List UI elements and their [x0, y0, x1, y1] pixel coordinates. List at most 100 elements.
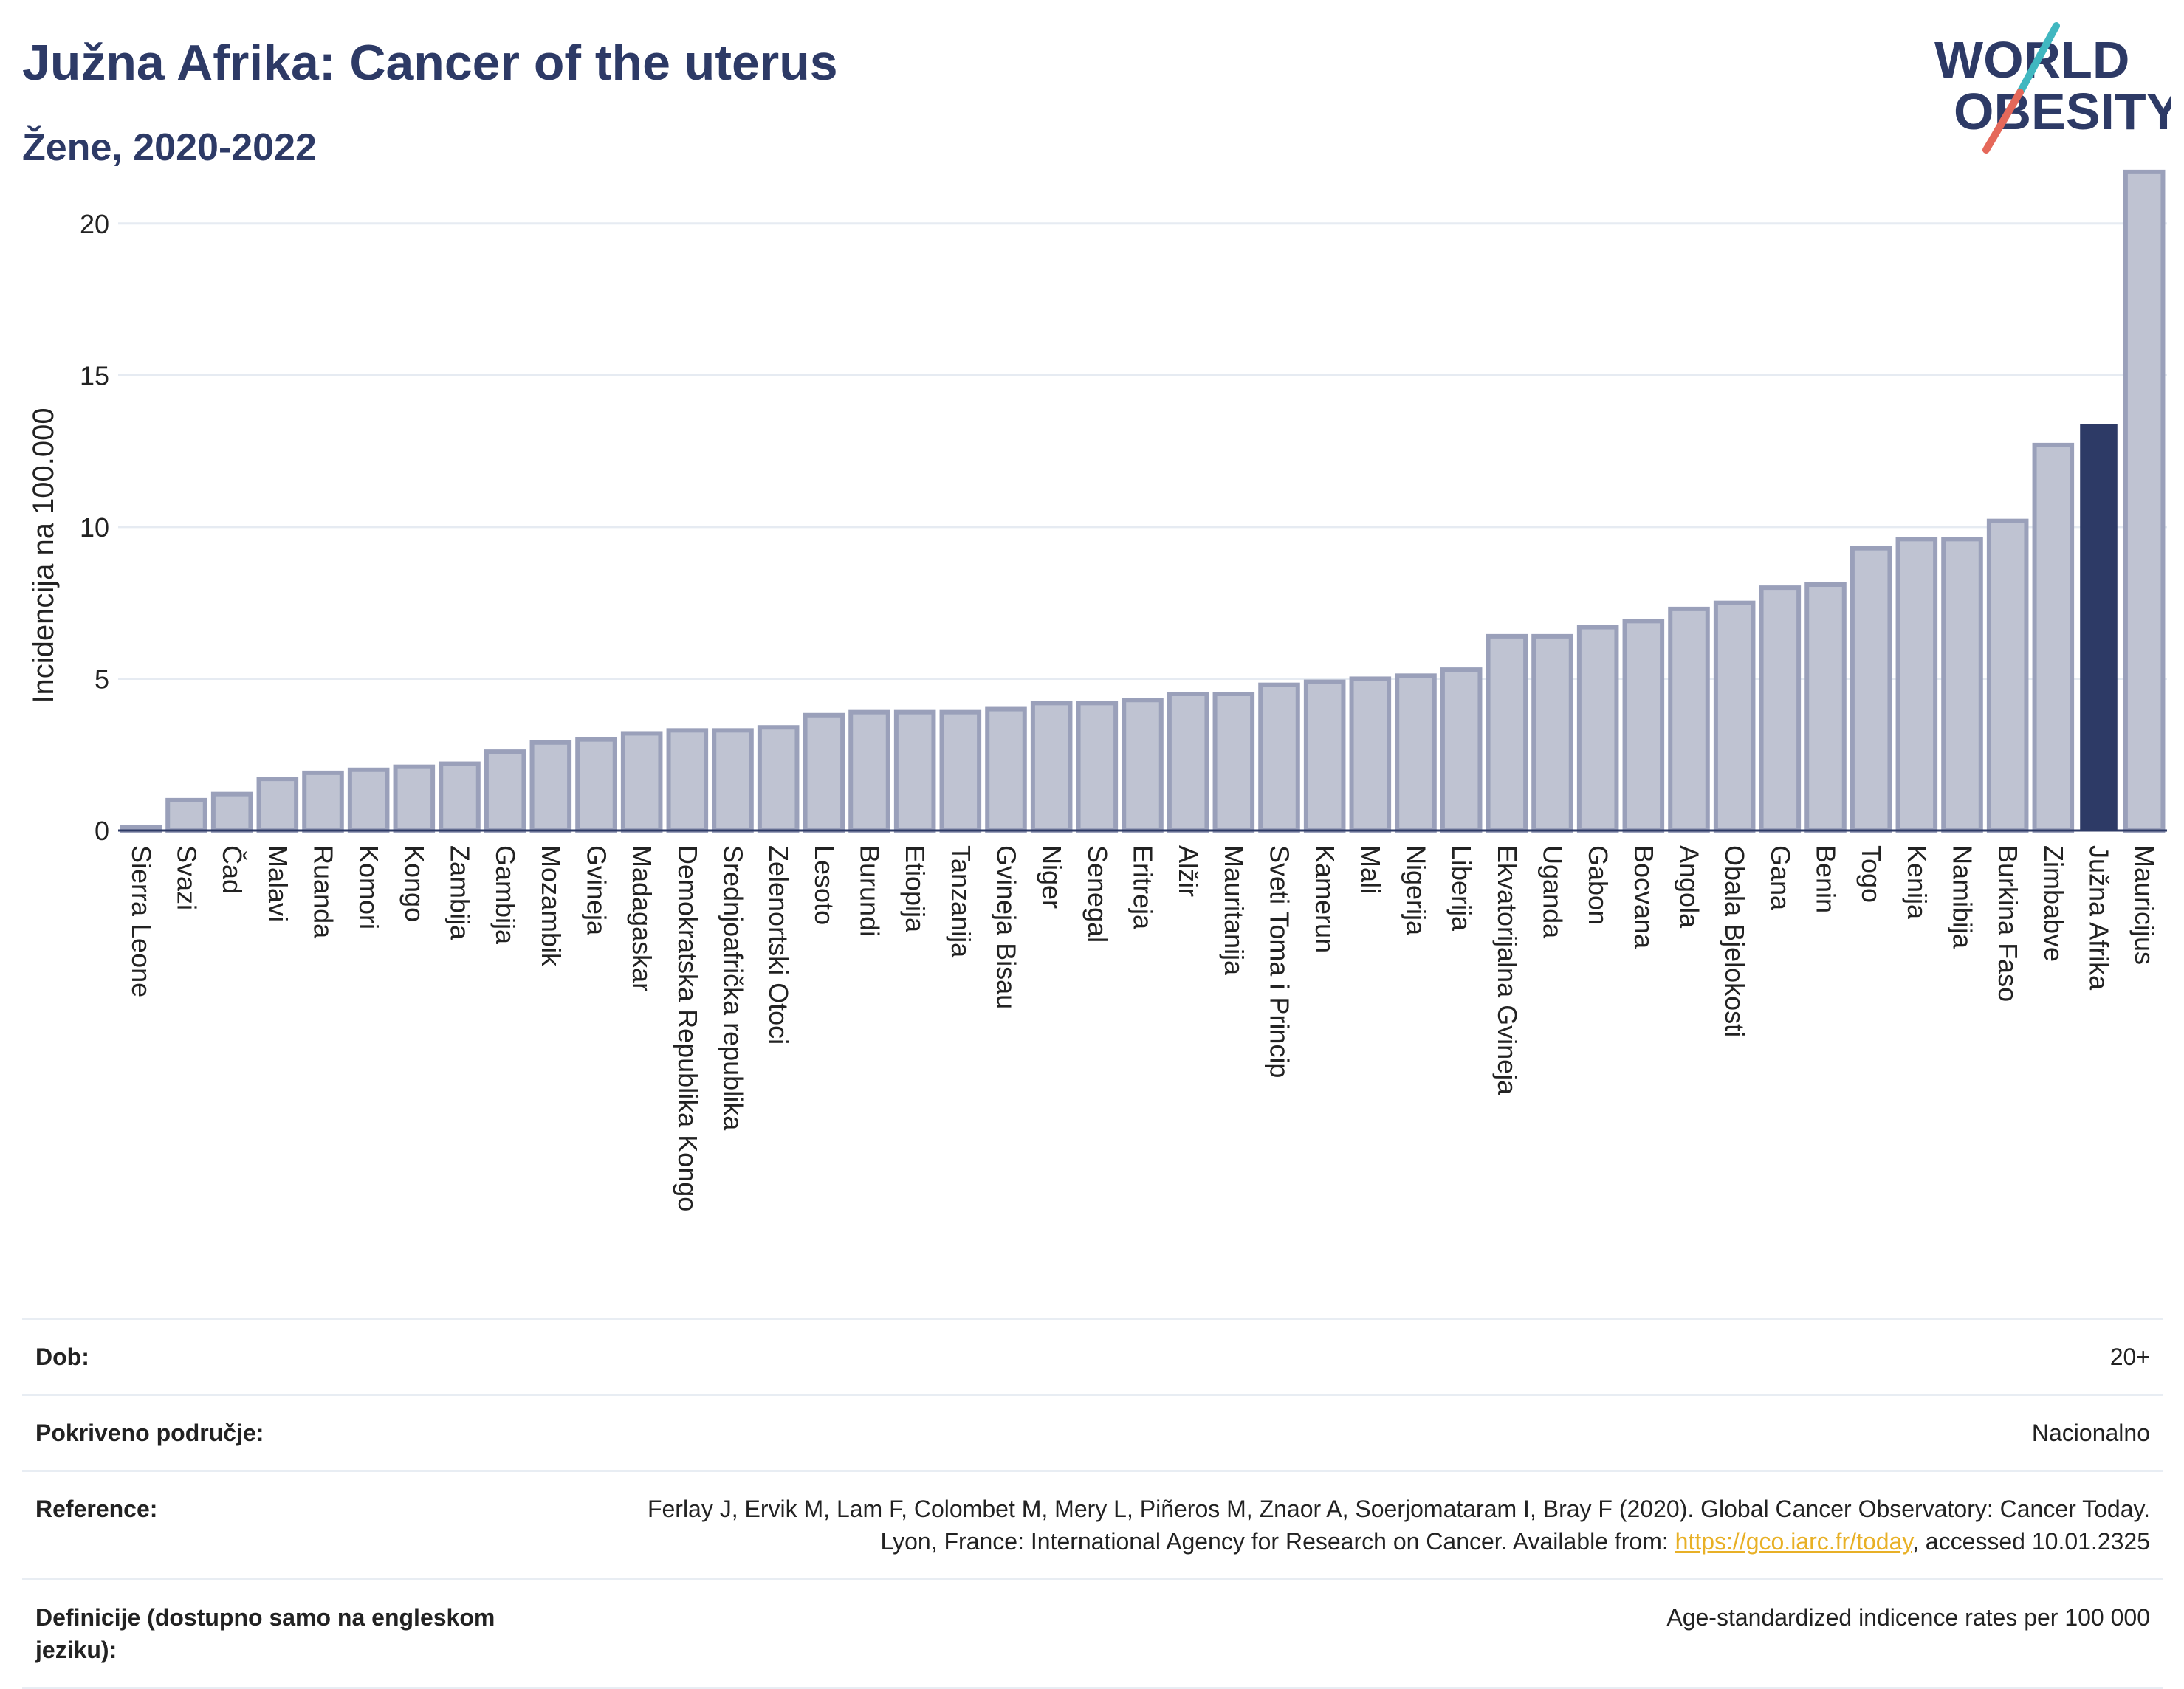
- x-tick-label: Burundi: [855, 845, 885, 937]
- x-tick-label: Južna Afrika: [2084, 845, 2115, 991]
- bar: [1622, 619, 1665, 833]
- bar: [620, 731, 663, 833]
- metadata-table: Dob: 20+ Pokriveno područje: Nacionalno …: [22, 1318, 2163, 1689]
- x-tick-label: Kongo: [399, 845, 430, 922]
- x-tick-label: Benin: [1811, 845, 1841, 913]
- bar: [1576, 625, 1619, 833]
- bar: [985, 706, 1027, 833]
- y-tick-label: 0: [95, 816, 109, 846]
- reference-text: Ferlay J, Ervik M, Lam F, Colombet M, Me…: [647, 1496, 2150, 1555]
- x-tick-label: Malavi: [263, 845, 293, 922]
- x-tick-label: Mauritanija: [1219, 845, 1249, 976]
- y-axis-label: Incidencija na 100.000: [27, 407, 60, 703]
- bar: [347, 767, 390, 833]
- x-tick-label: Demokratska Republika Kongo: [673, 845, 703, 1211]
- bar: [1531, 633, 1573, 833]
- x-tick-label: Sierra Leone: [126, 845, 157, 997]
- bar: [2080, 424, 2118, 830]
- bar: [1030, 701, 1073, 833]
- bar: [1850, 546, 1892, 833]
- page-title: Južna Afrika: Cancer of the uterus: [22, 35, 838, 91]
- x-tick-label: Kamerun: [1310, 845, 1340, 953]
- x-tick-label: Mozambik: [536, 845, 566, 967]
- bar: [1167, 692, 1209, 833]
- bar: [439, 761, 481, 833]
- bar: [1076, 701, 1119, 833]
- x-tick-label: Etiopija: [900, 845, 930, 933]
- bar: [1303, 679, 1346, 833]
- x-tick-label: Niger: [1037, 845, 1067, 909]
- bar: [2123, 169, 2166, 833]
- page-subtitle: Žene, 2020-2022: [22, 126, 317, 169]
- x-tick-label: Sveti Toma i Princip: [1265, 845, 1295, 1078]
- x-tick-label: Čad: [217, 845, 247, 894]
- x-tick-label: Nigerija: [1401, 845, 1432, 936]
- bar: [1668, 606, 1710, 833]
- age-label: Dob:: [35, 1344, 89, 1370]
- x-tick-label: Burkina Faso: [1993, 845, 2023, 1002]
- bar: [484, 749, 526, 833]
- bar: [1986, 518, 2029, 833]
- bar: [939, 709, 982, 833]
- bar: [1895, 537, 1938, 833]
- reference-link[interactable]: https://gco.iarc.fr/today: [1675, 1528, 1912, 1555]
- bar: [1486, 633, 1528, 833]
- x-tick-label: Kenija: [1902, 845, 1932, 920]
- bar: [848, 709, 890, 833]
- y-tick-label: 10: [80, 512, 109, 543]
- bar: [1713, 600, 1756, 833]
- x-tick-label: Ekvatorijalna Gvineja: [1492, 845, 1522, 1095]
- bar: [393, 764, 436, 833]
- logo-line1: WORLD: [1934, 31, 2129, 89]
- meta-row-reference: Reference: Ferlay J, Ervik M, Lam F, Col…: [22, 1470, 2163, 1578]
- x-tick-label: Uganda: [1538, 845, 1568, 939]
- age-value: 20+: [2109, 1344, 2150, 1370]
- reference-tail: , accessed 10.01.2325: [1912, 1528, 2150, 1555]
- x-tick-label: Gambija: [490, 845, 521, 945]
- definitions-value: Age-standardized indicence rates per 100…: [1666, 1604, 2150, 1631]
- y-tick-label: 5: [95, 664, 109, 694]
- x-tick-label: Zambija: [445, 845, 475, 940]
- reference-label: Reference:: [35, 1496, 158, 1522]
- x-tick-label: Gvineja Bisau: [992, 845, 1022, 1009]
- x-tick-label: Bocvana: [1629, 845, 1659, 949]
- x-tick-label: Lesoto: [809, 845, 839, 925]
- bar: [302, 770, 344, 833]
- x-tick-label: Senegal: [1082, 845, 1113, 943]
- x-tick-label: Zimbabve: [2039, 845, 2069, 962]
- bar: [757, 725, 800, 833]
- bar: [803, 712, 845, 833]
- reference-value: Ferlay J, Ervik M, Lam F, Colombet M, Me…: [600, 1493, 2150, 1558]
- x-tick-label: Komori: [354, 845, 384, 929]
- x-tick-label: Togo: [1856, 845, 1886, 903]
- bar: [165, 797, 207, 833]
- bar: [575, 737, 617, 833]
- bar: [666, 728, 709, 833]
- x-tick-label: Zelenortski Otoci: [763, 845, 794, 1045]
- bar: [1941, 537, 1983, 833]
- area-value: Nacionalno: [2031, 1420, 2150, 1446]
- bar-chart: 0 5 10 15 20 Incidencija na 100.000 Sierra Leo…: [27, 169, 2167, 1211]
- meta-row-definitions: Definicije (dostupno samo na engleskom j…: [22, 1578, 2163, 1689]
- y-tick-label: 15: [80, 360, 109, 391]
- x-tick-label: Mali: [1356, 845, 1386, 894]
- x-tick-label: Angola: [1675, 845, 1705, 929]
- bar: [1212, 692, 1255, 833]
- bar: [893, 709, 936, 833]
- x-tick-label: Gvineja: [582, 845, 612, 936]
- bar: [1349, 676, 1392, 833]
- x-tick-label: Madagaskar: [627, 845, 657, 991]
- x-tick-label: Srednjoafrička republika: [718, 845, 749, 1131]
- definitions-label: Definicije (dostupno samo na engleskom j…: [35, 1604, 495, 1663]
- x-tick-label: Liberija: [1446, 845, 1477, 932]
- x-tick-label: Mauricijus: [2129, 845, 2160, 965]
- bar: [1440, 667, 1483, 833]
- bar: [529, 740, 572, 833]
- meta-row-area: Pokriveno područje: Nacionalno: [22, 1394, 2163, 1470]
- bar: [1804, 582, 1847, 833]
- x-tick-label: Eritreja: [1128, 845, 1158, 930]
- bar: [256, 777, 299, 833]
- meta-row-age: Dob: 20+: [22, 1318, 2163, 1394]
- y-tick-label: 20: [80, 209, 109, 239]
- bar: [1122, 698, 1164, 833]
